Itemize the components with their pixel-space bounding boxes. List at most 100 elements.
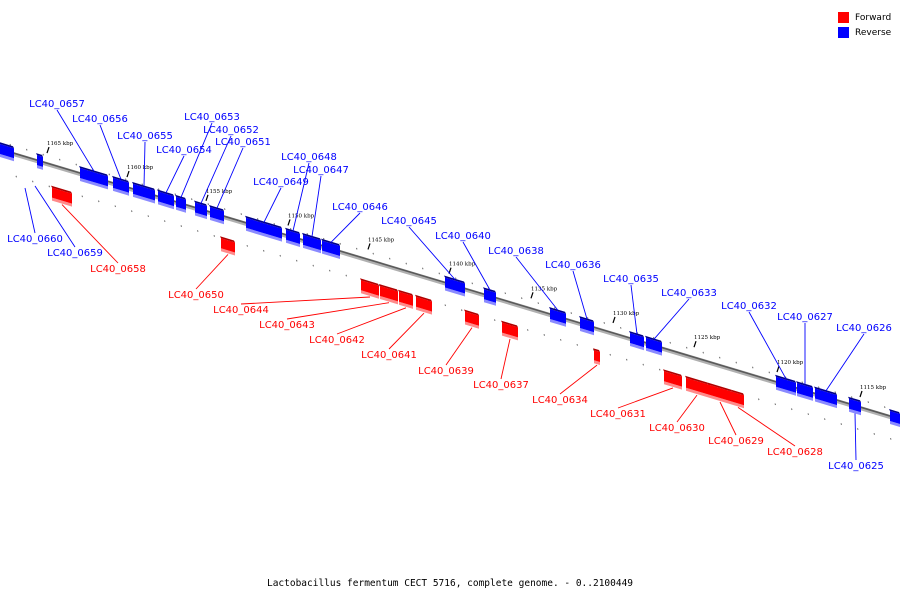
minor-tick (339, 242, 341, 245)
minor-tick (174, 193, 176, 196)
gene-label[interactable]: LC40_0649 (253, 177, 309, 188)
gene-label[interactable]: LC40_0655 (117, 131, 173, 142)
gene-leader-line (61, 204, 119, 264)
kbp-tick-label: 1145 kbp (368, 237, 395, 243)
gene-lc40-0641[interactable] (415, 294, 432, 315)
gene-lc40-0649[interactable] (245, 215, 282, 242)
gene-lc40-0630[interactable] (685, 375, 708, 398)
gene-label[interactable]: LC40_0636 (545, 260, 601, 271)
gene-label[interactable]: LC40_0630 (649, 423, 705, 434)
minor-tick (81, 195, 83, 198)
gene-label[interactable]: LC40_0650 (168, 290, 224, 301)
gene-lc40-0626[interactable] (814, 386, 837, 409)
gene-face (664, 371, 682, 387)
gene-lc40-0655[interactable] (132, 181, 155, 204)
minor-tick (224, 208, 226, 211)
gene-label[interactable]: LC40_0633 (661, 288, 717, 299)
gene-label[interactable]: LC40_0648 (281, 152, 337, 163)
minor-tick (543, 334, 545, 336)
gene-label[interactable]: LC40_0652 (203, 125, 259, 136)
gene-lc40-0633[interactable] (645, 335, 662, 356)
gene-label[interactable]: LC40_0634 (532, 395, 588, 406)
gene-lc40-0646[interactable] (321, 238, 340, 259)
gene-leader-line (748, 311, 787, 380)
minor-tick (471, 282, 473, 285)
gene-label[interactable]: LC40_0659 (47, 248, 103, 259)
gene-lc40-0654[interactable] (157, 189, 174, 210)
kbp-tick-label: 1135 kbp (531, 286, 558, 292)
gene-shadow (322, 250, 340, 259)
gene-shadow (286, 239, 300, 247)
gene-label[interactable]: LC40_0642 (309, 335, 365, 346)
gene-label[interactable]: LC40_0651 (215, 137, 271, 148)
gene-lc40-0635[interactable] (629, 331, 644, 351)
gene-label[interactable]: LC40_0627 (777, 312, 833, 323)
gene-label[interactable]: LC40_0625 (828, 461, 884, 472)
gene-face (195, 202, 207, 217)
gene-label[interactable]: LC40_0660 (7, 234, 63, 245)
gene-leader-line (630, 284, 638, 335)
gene-label[interactable]: LC40_0640 (435, 231, 491, 242)
gene-label[interactable]: LC40_0656 (72, 114, 128, 125)
gene-top (157, 189, 174, 197)
gene-label[interactable]: LC40_0653 (184, 112, 240, 123)
kbp-tick (612, 316, 616, 324)
gene-label[interactable]: LC40_0641 (361, 350, 417, 361)
gene-shadow (416, 306, 432, 315)
gene-label[interactable]: LC40_0646 (332, 202, 388, 213)
gene-leader-line (200, 135, 232, 204)
gene-lc40-0642[interactable] (398, 289, 413, 309)
gene-label[interactable]: LC40_0647 (293, 165, 349, 176)
gene-lc40-0634[interactable] (593, 348, 600, 365)
gene-label[interactable]: LC40_0657 (29, 99, 85, 110)
gene-face (797, 383, 813, 398)
gene-lc40-0627[interactable] (796, 381, 813, 401)
gene-lc40-0631[interactable] (663, 369, 682, 390)
gene-label[interactable]: LC40_0632 (721, 301, 777, 312)
gene-top (464, 309, 479, 316)
gene-label[interactable]: LC40_0645 (381, 216, 437, 227)
gene-lc40-0625[interactable] (848, 396, 861, 416)
gene-label[interactable]: LC40_0639 (418, 366, 474, 377)
gene-lc40-0651[interactable] (209, 205, 224, 225)
gene-label[interactable]: LC40_0638 (488, 246, 544, 257)
gene-lc40-0628[interactable] (731, 389, 744, 409)
gene-lc40-0637[interactable] (501, 320, 518, 341)
gene-lc40-0658[interactable] (51, 185, 72, 207)
gene-lc40-0656[interactable] (112, 175, 129, 196)
gene-lc40-0629[interactable] (707, 382, 732, 405)
gene-label[interactable]: LC40_0628 (767, 447, 823, 458)
gene-lc40-0644[interactable] (360, 278, 379, 299)
gene-label[interactable]: LC40_0637 (473, 380, 529, 391)
gene-lc40-0647[interactable] (302, 232, 321, 254)
gene-lc40-0653[interactable] (175, 194, 186, 213)
gene-label[interactable]: LC40_0643 (259, 320, 315, 331)
gene-label[interactable]: LC40_0635 (603, 274, 659, 285)
gene-label[interactable]: LC40_0658 (90, 264, 146, 275)
minor-tick (560, 338, 562, 341)
gene-label[interactable]: LC40_0654 (156, 145, 212, 156)
gene-label[interactable]: LC40_0631 (590, 409, 646, 420)
gene-partial-right[interactable] (889, 409, 900, 427)
minor-tick (735, 361, 737, 364)
minor-tick (603, 322, 605, 324)
minor-tick (257, 218, 259, 220)
gene-partial-left[interactable] (0, 142, 14, 162)
kbp-tick-label: 1155 kbp (206, 189, 233, 195)
gene-lc40-0639[interactable] (464, 309, 479, 329)
gene-label[interactable]: LC40_0629 (708, 436, 764, 447)
gene-lc40-0643[interactable] (379, 284, 398, 305)
minor-tick (26, 148, 28, 151)
gene-label[interactable]: LC40_0644 (213, 305, 269, 316)
minor-tick (389, 257, 391, 260)
gene-top (629, 331, 644, 338)
gene-lc40-0650[interactable] (220, 236, 235, 256)
gene-small-left[interactable] (36, 153, 43, 170)
gene-shadow (445, 287, 465, 297)
gene-top (501, 320, 518, 328)
gene-lc40-0636[interactable] (579, 316, 594, 336)
gene-lc40-0648[interactable] (285, 227, 300, 247)
gene-label[interactable]: LC40_0626 (836, 323, 892, 334)
gene-lc40-0652[interactable] (194, 200, 207, 220)
